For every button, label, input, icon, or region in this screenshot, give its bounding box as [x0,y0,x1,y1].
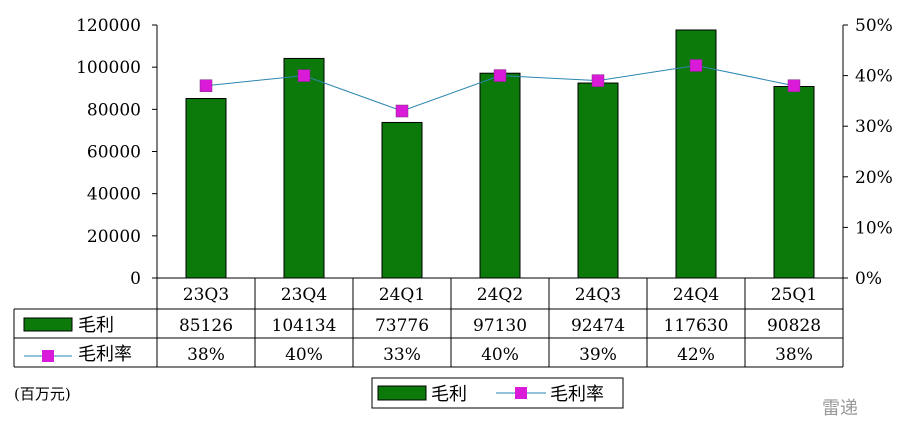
margin-value: 40% [285,345,323,365]
margin-value: 38% [775,345,813,365]
y-right-tick-label: 40% [855,67,893,87]
y-left-tick-label: 20000 [87,227,141,247]
gross-profit-value: 73776 [375,316,429,336]
table-row-label-gross-profit: 毛利 [78,315,114,336]
y-right-tick-label: 50% [855,16,893,36]
y-left-tick-label: 0 [130,269,141,289]
bar [381,121,423,279]
y-right-tick-label: 0% [855,269,882,289]
margin-marker [591,74,605,87]
y-left-tick-label: 120000 [76,16,141,36]
gross-profit-value: 97130 [473,316,527,336]
bar [185,98,227,279]
margin-value: 39% [579,345,617,365]
legend-label-margin: 毛利率 [550,384,604,405]
margin-marker [395,104,409,118]
category-label: 25Q1 [771,285,817,305]
y-left-tick-label: 80000 [87,100,141,120]
category-label: 24Q4 [673,285,719,305]
category-label: 24Q1 [379,285,425,305]
gross-profit-value: 90828 [767,316,821,336]
margin-value: 38% [187,345,225,365]
margin-marker [689,59,703,72]
gross-profit-value: 104134 [272,316,337,336]
y-right-tick-label: 20% [855,168,893,188]
category-label: 24Q2 [477,285,523,305]
bar [479,72,521,279]
margin-value: 40% [481,345,519,365]
legend-marker-key [515,387,527,399]
gross-profit-value: 117630 [664,316,729,336]
gross-profit-value: 92474 [571,316,625,336]
y-left-tick-label: 40000 [87,185,141,205]
margin-marker [199,79,213,92]
margin-value: 42% [677,345,715,365]
category-label: 23Q3 [183,285,229,305]
margin-value: 33% [383,345,421,365]
margin-marker [493,69,507,82]
bar [577,82,619,279]
category-label: 24Q3 [575,285,621,305]
gross-profit-value: 85126 [179,316,233,336]
category-label: 23Q4 [281,285,327,305]
y-right-tick-label: 10% [855,218,893,238]
margin-marker [297,69,311,82]
margin-marker [787,79,801,92]
bar [773,86,815,279]
y-right-tick-label: 30% [855,117,893,137]
table-marker-key [42,350,54,362]
legend-label-gross-profit: 毛利 [431,384,467,405]
y-left-tick-label: 100000 [76,58,141,78]
table-row-label-margin: 毛利率 [78,344,132,365]
table-bar-key [23,317,73,332]
legend-bar-key [377,385,427,401]
watermark-logo: 雷递 [822,398,858,419]
unit-note: (百万元) [14,385,71,403]
y-left-tick-label: 60000 [87,143,141,163]
bar [283,57,325,279]
